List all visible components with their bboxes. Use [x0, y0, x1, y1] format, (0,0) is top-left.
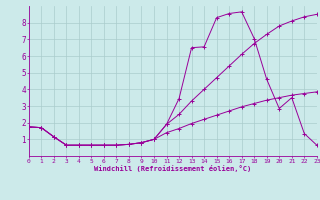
X-axis label: Windchill (Refroidissement éolien,°C): Windchill (Refroidissement éolien,°C)	[94, 165, 252, 172]
